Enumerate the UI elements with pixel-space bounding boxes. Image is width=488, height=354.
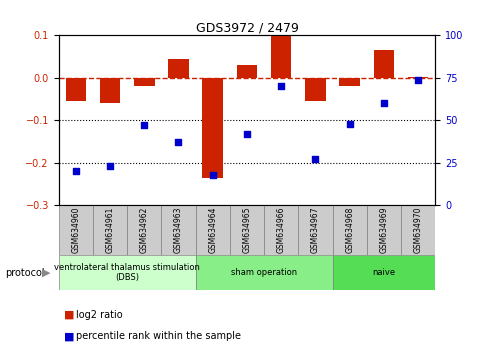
Bar (168, 59, 188, 78)
Point (311, 156, 319, 162)
Bar (229, 205, 264, 255)
Text: ■: ■ (63, 331, 74, 341)
Bar (270, 35, 291, 78)
Text: GSM634967: GSM634967 (310, 207, 319, 253)
Text: GSM634965: GSM634965 (242, 207, 251, 253)
Point (277, 84, 285, 89)
Text: percentile rank within the sample: percentile rank within the sample (76, 331, 240, 341)
Bar (298, 205, 332, 255)
Text: GSM634966: GSM634966 (276, 207, 285, 253)
Bar (134, 78, 154, 86)
Title: GDS3972 / 2479: GDS3972 / 2479 (195, 21, 298, 34)
Text: GSM634963: GSM634963 (174, 207, 183, 253)
Text: log2 ratio: log2 ratio (76, 310, 122, 320)
Text: GSM634964: GSM634964 (208, 207, 217, 253)
Bar (373, 50, 393, 78)
Text: GSM634962: GSM634962 (140, 207, 148, 253)
Bar (195, 205, 229, 255)
Bar (100, 78, 120, 103)
Bar (264, 205, 298, 255)
Text: naive: naive (371, 268, 395, 277)
Bar (93, 205, 127, 255)
Text: GSM634968: GSM634968 (345, 207, 353, 253)
Bar (339, 78, 359, 86)
Text: protocol: protocol (5, 268, 44, 278)
Point (208, 172, 216, 178)
Bar (407, 77, 427, 78)
Text: GSM634969: GSM634969 (379, 207, 387, 253)
Bar (332, 255, 434, 290)
Bar (59, 205, 93, 255)
Bar (305, 78, 325, 101)
Bar (195, 255, 332, 290)
Text: sham operation: sham operation (230, 268, 297, 277)
Text: GSM634970: GSM634970 (413, 207, 422, 253)
Text: ▶: ▶ (42, 268, 51, 278)
Bar (59, 255, 195, 290)
Bar (332, 205, 366, 255)
Point (140, 122, 148, 128)
Text: ■: ■ (63, 310, 74, 320)
Point (243, 131, 250, 137)
Point (72, 169, 80, 174)
Text: GSM634961: GSM634961 (105, 207, 114, 253)
Text: GSM634960: GSM634960 (71, 207, 80, 253)
Point (345, 121, 353, 127)
Point (106, 164, 114, 169)
Text: ventrolateral thalamus stimulation
(DBS): ventrolateral thalamus stimulation (DBS) (54, 263, 200, 282)
Bar (65, 78, 86, 101)
Point (413, 77, 421, 82)
Bar (202, 78, 223, 178)
Point (174, 139, 182, 145)
Bar (161, 205, 195, 255)
Bar (127, 205, 161, 255)
Bar (366, 205, 400, 255)
Bar (400, 205, 434, 255)
Bar (236, 65, 257, 78)
Point (379, 101, 387, 106)
